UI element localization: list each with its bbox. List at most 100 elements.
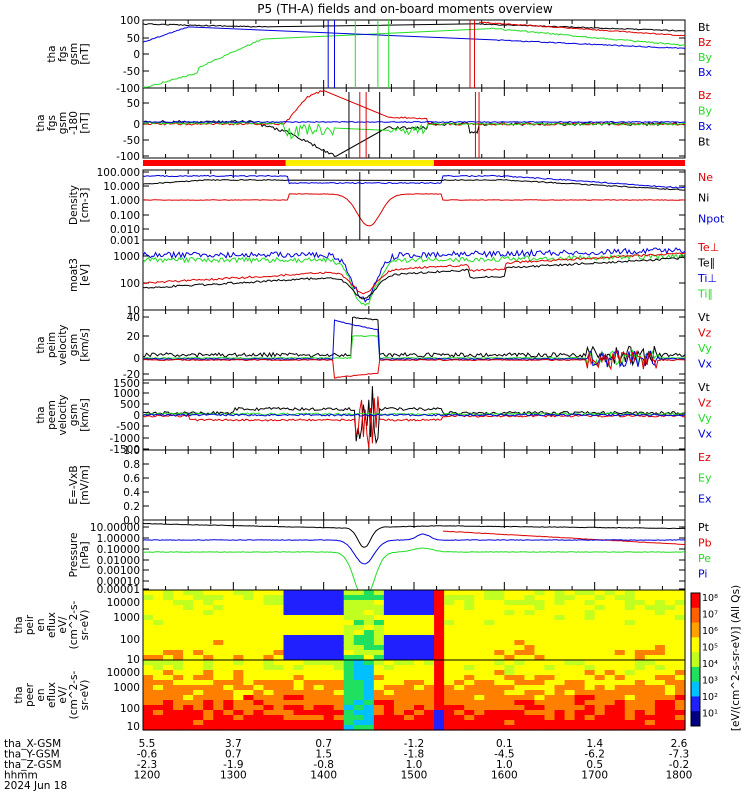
spectrogram-cell (403, 660, 415, 666)
spectrogram-cell (293, 590, 305, 596)
spectrogram-cell (143, 610, 154, 616)
spectrogram-cell (574, 685, 586, 691)
spectrogram-cell (363, 630, 375, 636)
spectrogram-cell (363, 645, 375, 651)
spectrogram-cell (403, 710, 415, 716)
spectrogram-cell (464, 705, 475, 711)
spectrogram-cell (333, 610, 345, 616)
ephemeris-z: 1.0 (406, 759, 423, 771)
spectrogram-cell (644, 715, 656, 721)
spectrogram-cell (163, 605, 174, 611)
colorbar-tick: 10⁸ (702, 593, 718, 604)
series-Bx (142, 26, 686, 49)
spectrogram-cell (624, 685, 636, 691)
spectrogram-cell (544, 610, 556, 616)
spectrogram-cell (534, 720, 546, 726)
spectrogram-cell (313, 595, 325, 601)
colorbar-segment (691, 607, 700, 624)
spectrogram-cell (644, 680, 656, 686)
spectrogram-cell (664, 610, 676, 616)
ephemeris-x: 2.6 (671, 738, 688, 750)
ylabel-line: gsm (68, 334, 80, 356)
legend-Ni: Ni (698, 192, 709, 205)
colorbar-segment (691, 637, 700, 653)
spectrogram-cell (293, 700, 305, 706)
spectrogram-cell (624, 615, 636, 621)
spectrogram-cell (203, 595, 214, 601)
spectrogram-cell (333, 690, 345, 696)
spectrogram-cell (323, 700, 335, 706)
spectrogram-cell (654, 620, 666, 626)
spectrogram-cell (514, 605, 526, 611)
spectrogram-cell (434, 715, 445, 721)
spectrogram-cell (303, 685, 315, 691)
spectrogram-cell (454, 620, 465, 626)
spectrogram-cell (444, 595, 455, 601)
spectrogram-cell (544, 695, 556, 701)
spectrogram-cell (323, 725, 335, 731)
spectrogram-cell (574, 675, 586, 681)
spectrogram-cell (383, 620, 395, 626)
spectrogram-cell (143, 710, 154, 716)
spectrogram-cell (143, 605, 154, 611)
spectrogram-cell (424, 620, 435, 626)
spectrogram-cell (223, 605, 234, 611)
legend-Ey: Ey (698, 472, 712, 485)
spectrogram-cell (554, 675, 566, 681)
spectrogram-cell (213, 595, 224, 601)
spectrogram-cell (654, 650, 666, 656)
spectrogram-cell (343, 640, 355, 646)
spectrogram-cell (383, 725, 395, 731)
spectrogram-cell (373, 710, 385, 716)
spectrogram-cell (654, 600, 666, 606)
spectrogram-cell (474, 675, 485, 681)
spectrogram-cell (634, 665, 646, 671)
ytick-label: -50 (123, 66, 140, 78)
series-Te-perp (143, 252, 685, 295)
spectrogram-cell (243, 660, 255, 666)
spectrogram-cell (574, 660, 586, 666)
spectrogram-cell (564, 700, 576, 706)
spectrogram-cell (223, 685, 234, 691)
legend-Vx: Vx (698, 428, 713, 441)
spectrogram-cell (293, 725, 305, 731)
spectrogram-cell (293, 610, 305, 616)
spectrogram-cell (474, 690, 485, 696)
spectrogram-cell (444, 665, 455, 671)
spectrogram-cell (273, 615, 285, 621)
spectrogram-cell (383, 615, 395, 621)
spectrogram-cell (283, 720, 295, 726)
series-Ne (142, 193, 686, 227)
spectrogram-cell (383, 625, 395, 631)
spectrogram-cell (564, 715, 576, 721)
spectrogram-cell (434, 610, 445, 616)
spectrogram-cell (634, 640, 646, 646)
spectrogram-cell (273, 670, 285, 676)
spectrogram-cell (654, 670, 666, 676)
spectrogram-cell (504, 595, 515, 601)
spectrogram-cell (333, 695, 345, 701)
spectrogram-cell (143, 630, 154, 636)
spectrogram-cell (163, 700, 174, 706)
spectrogram-cell (654, 625, 666, 631)
spectrogram-cell (674, 685, 686, 691)
legend-Bt: Bt (698, 21, 711, 34)
spectrogram-cell (203, 610, 214, 616)
spectrogram-cell (243, 600, 255, 606)
spectrogram-cell (444, 640, 455, 646)
spectrogram-cell (454, 670, 465, 676)
spectrogram-cell (574, 650, 586, 656)
spectrogram-cell (624, 600, 636, 606)
spectrogram-cell (153, 710, 164, 716)
spectrogram-cell (363, 600, 375, 606)
spectrogram-cell (454, 645, 465, 651)
ephemeris-x: 0.7 (315, 738, 332, 750)
spectrogram-cell (223, 600, 234, 606)
spectrogram-cell (163, 600, 174, 606)
spectrogram-cell (203, 685, 214, 691)
spectrogram-cell (403, 645, 415, 651)
spectrogram-cell (383, 610, 395, 616)
spectrogram-cell (594, 695, 606, 701)
spectrogram-cell (233, 640, 244, 646)
